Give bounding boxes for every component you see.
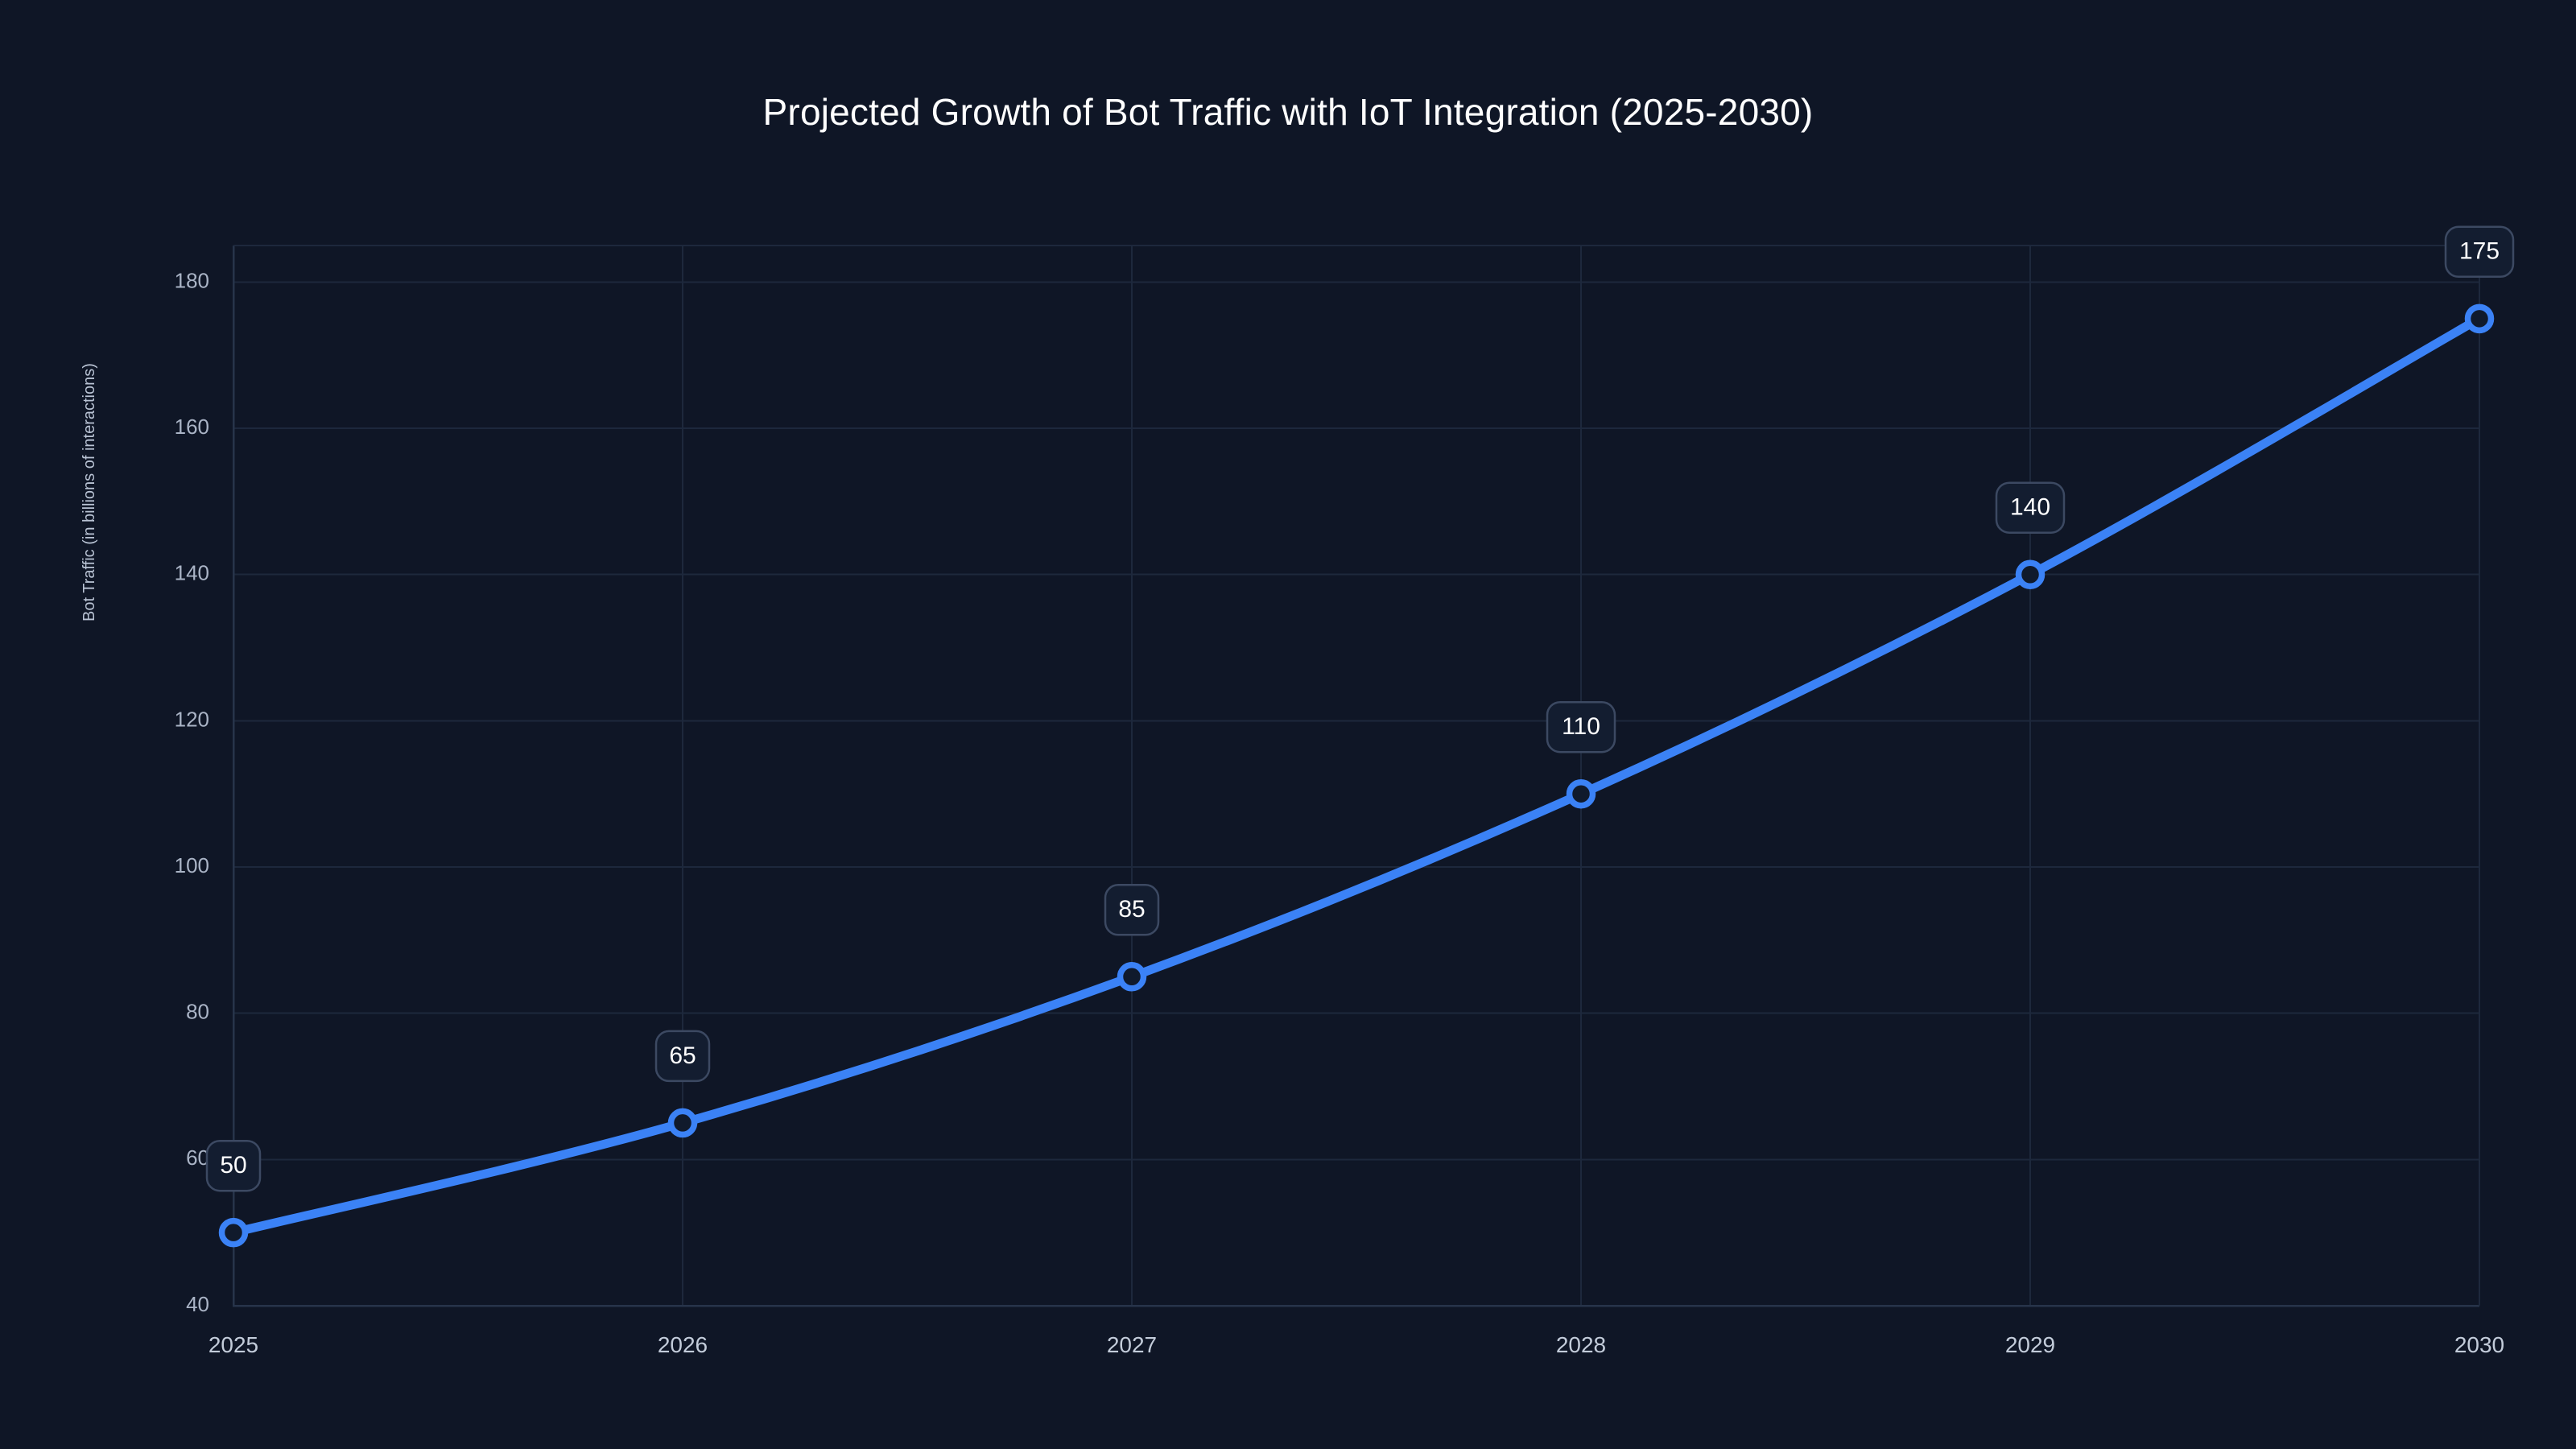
data-point-label: 50 <box>205 1139 262 1192</box>
x-tick-label: 2030 <box>2454 1332 2504 1357</box>
data-point-label-text: 85 <box>1118 896 1145 923</box>
data-point-label-text: 140 <box>2010 494 2050 521</box>
y-tick-label: 40 <box>186 1292 209 1316</box>
vertical-gridlines <box>233 246 2480 1306</box>
data-point-label-text: 50 <box>220 1152 246 1179</box>
data-point-marker[interactable] <box>218 1217 249 1248</box>
data-point-marker[interactable] <box>1566 778 1596 809</box>
data-point-marker[interactable] <box>667 1108 698 1138</box>
data-point-markers <box>218 303 2495 1248</box>
x-tick-labels: 2025 2026 2027 2028 2029 2030 <box>208 1332 2504 1357</box>
data-point-marker[interactable] <box>2015 559 2046 589</box>
y-tick-label: 120 <box>175 707 209 731</box>
x-tick-label: 2027 <box>1107 1332 1157 1357</box>
page-title: Projected Growth of Bot Traffic with IoT… <box>762 91 1814 133</box>
data-point-label-text: 175 <box>2459 238 2500 265</box>
data-point-labels: 50 65 85 110 140 175 <box>205 225 2515 1192</box>
data-point-label-text: 110 <box>1562 713 1600 740</box>
x-tick-label: 2029 <box>2005 1332 2055 1357</box>
y-tick-label: 100 <box>175 853 209 877</box>
axis-border <box>232 246 2479 1307</box>
data-point-label-text: 65 <box>669 1042 696 1069</box>
y-tick-label: 180 <box>175 268 209 292</box>
y-tick-label: 160 <box>175 415 209 439</box>
data-series-line <box>229 314 2484 1237</box>
y-tick-labels: 40 60 80 100 120 140 160 180 <box>175 268 209 1316</box>
x-tick-label: 2026 <box>658 1332 708 1357</box>
data-point-marker[interactable] <box>2464 303 2495 334</box>
y-tick-label: 60 <box>186 1146 209 1170</box>
data-point-label-box <box>1546 700 1616 753</box>
data-point-label: 175 <box>2444 225 2515 279</box>
data-point-label-box <box>205 1139 262 1192</box>
data-point-label-box <box>2444 225 2515 279</box>
data-point-label: 85 <box>1104 884 1160 936</box>
x-tick-label: 2028 <box>1556 1332 1606 1357</box>
data-point-label: 65 <box>654 1030 711 1083</box>
data-point-label-box <box>654 1030 711 1083</box>
y-tick-label: 140 <box>175 561 209 585</box>
data-point-label: 110 <box>1546 700 1616 753</box>
data-point-label: 140 <box>1995 481 2066 534</box>
data-point-label-box <box>1995 481 2066 534</box>
axis-frame <box>232 245 2480 1307</box>
y-tick-label: 80 <box>186 1000 209 1024</box>
data-point-marker[interactable] <box>1117 962 1147 992</box>
series-line-path <box>229 314 2484 1237</box>
data-point-label-box <box>1104 884 1160 936</box>
x-tick-label: 2025 <box>208 1332 258 1357</box>
